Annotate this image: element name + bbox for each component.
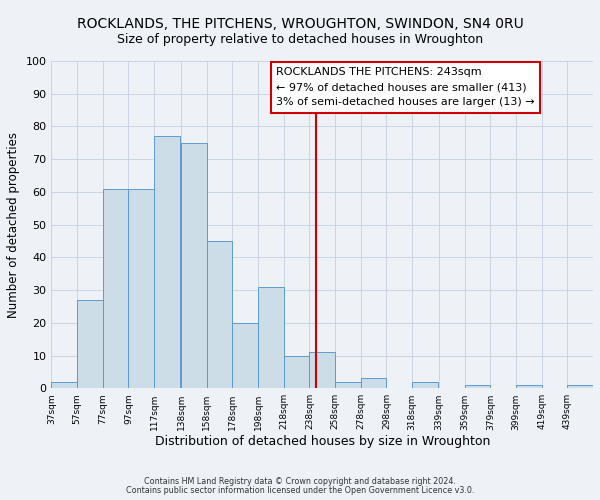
Bar [52,382,77,388]
Bar [516,385,542,388]
Bar [103,188,128,388]
Bar [128,188,154,388]
Bar [206,241,232,388]
Bar [232,323,258,388]
Y-axis label: Number of detached properties: Number of detached properties [7,132,20,318]
Bar [77,300,103,388]
Bar [284,356,310,388]
Bar [335,382,361,388]
Bar [464,385,490,388]
X-axis label: Distribution of detached houses by size in Wroughton: Distribution of detached houses by size … [155,435,490,448]
Bar [568,385,593,388]
Text: Size of property relative to detached houses in Wroughton: Size of property relative to detached ho… [117,32,483,46]
Bar [361,378,386,388]
Text: ROCKLANDS THE PITCHENS: 243sqm
← 97% of detached houses are smaller (413)
3% of : ROCKLANDS THE PITCHENS: 243sqm ← 97% of … [276,68,535,107]
Text: Contains HM Land Registry data © Crown copyright and database right 2024.: Contains HM Land Registry data © Crown c… [144,478,456,486]
Bar [310,352,335,388]
Bar [181,143,206,388]
Text: Contains public sector information licensed under the Open Government Licence v3: Contains public sector information licen… [126,486,474,495]
Text: ROCKLANDS, THE PITCHENS, WROUGHTON, SWINDON, SN4 0RU: ROCKLANDS, THE PITCHENS, WROUGHTON, SWIN… [77,18,523,32]
Bar [154,136,180,388]
Bar [412,382,438,388]
Bar [258,287,284,388]
